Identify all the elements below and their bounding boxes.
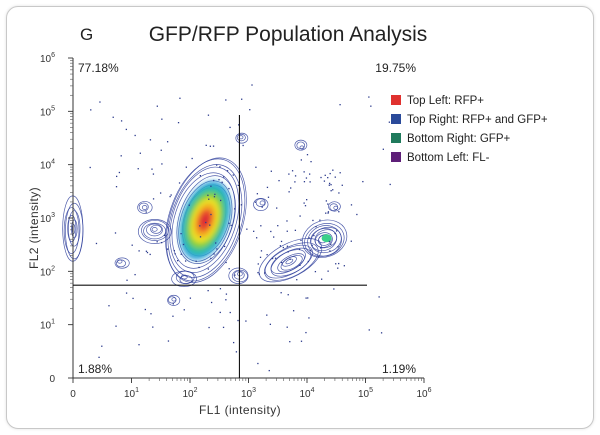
x-tick-6: 106: [416, 378, 432, 400]
legend-label: Bottom Left: FL-: [407, 152, 490, 164]
svg-text:104: 104: [299, 387, 314, 400]
svg-text:105: 105: [358, 387, 373, 400]
x-tick-2: 102: [182, 378, 198, 400]
chart-title: GFP/RFP Population Analysis: [149, 23, 428, 46]
x-tick-3: 103: [241, 378, 256, 400]
population-main-lobe-2: [171, 270, 197, 287]
svg-text:102: 102: [40, 265, 55, 278]
population-spot-a: [253, 198, 269, 212]
svg-text:0: 0: [49, 374, 55, 385]
svg-text:101: 101: [124, 387, 139, 400]
legend: Top Left: RFP+ Top Right: RFP+ and GFP+ Bo…: [391, 95, 548, 164]
svg-text:103: 103: [40, 212, 55, 225]
svg-text:106: 106: [416, 387, 431, 400]
svg-text:105: 105: [40, 105, 55, 118]
event-dots: [89, 84, 391, 372]
legend-item: Top Left: RFP+: [391, 95, 484, 107]
legend-label: Top Right: RFP+ and GFP+: [407, 114, 548, 126]
legend-swatch: [391, 133, 401, 143]
y-tick-4: 104: [40, 159, 73, 172]
legend-swatch: [391, 152, 401, 162]
legend-label: Bottom Right: GFP+: [407, 133, 511, 145]
legend-item: Bottom Left: FL-: [391, 152, 490, 164]
population-spot-e: [114, 257, 130, 269]
population-spot-b: [294, 139, 308, 151]
contour-layer: [62, 132, 348, 306]
legend-swatch: [391, 95, 401, 105]
y-tick-1: 101: [40, 319, 73, 332]
population-main-lobe: [137, 219, 172, 245]
x-tick-0: 0: [70, 378, 76, 400]
svg-text:106: 106: [40, 52, 55, 65]
legend-swatch: [391, 114, 401, 124]
y-tick-6: 106: [40, 52, 73, 65]
x-axis-label: FL1 (intensity): [199, 403, 281, 417]
quadrant-label-top-right: 19.75%: [375, 61, 416, 75]
quadrant-label-top-left: 77.18%: [78, 61, 119, 75]
quadrant-label-bottom-right: 1.19%: [382, 362, 416, 376]
population-tail-low: [258, 238, 323, 283]
population-main: [165, 157, 247, 283]
svg-text:104: 104: [40, 159, 55, 172]
population-spot-c: [328, 201, 341, 212]
population-main-lobe-3: [228, 267, 249, 284]
population-spot-g: [235, 132, 249, 144]
x-tick-4: 104: [299, 378, 315, 400]
plot-area: 0 101 102 103 104 105 106 0 101 102 103 104 105 106 77…: [40, 52, 548, 400]
y-axis-label: FL2 (intensity): [27, 187, 41, 269]
y-tick-2: 102: [40, 265, 73, 278]
svg-text:101: 101: [40, 319, 55, 332]
panel-label: G: [80, 25, 93, 44]
legend-label: Top Left: RFP+: [407, 95, 484, 107]
y-tick-0: 0: [49, 374, 73, 385]
quadrant-label-bottom-left: 1.88%: [78, 362, 112, 376]
svg-text:103: 103: [241, 387, 256, 400]
y-tick-5: 105: [40, 105, 73, 118]
chart-frame: [6, 6, 594, 429]
legend-item: Top Right: RFP+ and GFP+: [391, 114, 548, 126]
population-tail: [302, 219, 348, 258]
legend-item: Bottom Right: GFP+: [391, 133, 511, 145]
svg-text:0: 0: [70, 389, 76, 400]
x-tick-5: 105: [358, 378, 373, 400]
population-spot-f: [167, 294, 181, 306]
x-tick-1: 101: [124, 378, 139, 400]
svg-text:102: 102: [182, 387, 197, 400]
population-main-density: [179, 180, 231, 261]
population-tail-core: [321, 234, 332, 243]
population-spot-d: [137, 201, 153, 214]
